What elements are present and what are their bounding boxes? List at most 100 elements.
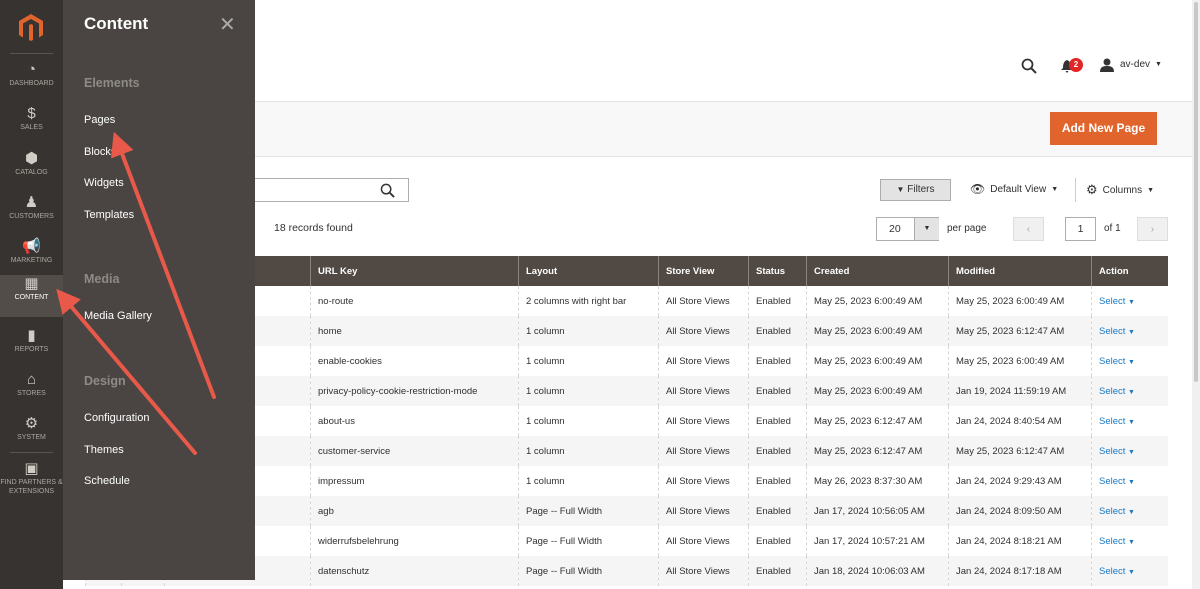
per-page-select[interactable]: 20 ▼ <box>876 217 939 241</box>
user-menu[interactable]: av-dev ▼ <box>1120 59 1162 70</box>
cell-store-view: All Store Views <box>658 496 749 526</box>
column-header-url-key[interactable]: URL Key <box>310 256 519 286</box>
nav-item-dashboard[interactable]: ◔ DASHBOARD <box>0 61 63 105</box>
cell-modified: Jan 24, 2024 8:09:50 AM <box>948 496 1092 526</box>
chevron-down-icon[interactable]: ▼ <box>1128 508 1135 516</box>
cell-created: May 25, 2023 6:12:47 AM <box>806 436 949 466</box>
default-view-label[interactable]: Default View <box>990 183 1047 195</box>
filters-button[interactable]: ▼ Filters <box>880 179 951 201</box>
column-header-layout[interactable]: Layout <box>518 256 659 286</box>
columns-dropdown[interactable]: ⚙ Columns ▼ <box>1086 182 1154 198</box>
user-name[interactable]: av-dev <box>1120 59 1151 70</box>
chevron-down-icon[interactable]: ▼ <box>1128 328 1135 336</box>
cell-status: Enabled <box>748 526 807 556</box>
select-action-dropdown[interactable]: Select ▼ <box>1091 496 1168 526</box>
select-action-dropdown[interactable]: Select ▼ <box>1091 556 1168 586</box>
column-header-modified[interactable]: Modified <box>948 256 1092 286</box>
nav-item-catalog[interactable]: ⬢ CATALOG <box>0 150 63 194</box>
cell-modified: Jan 24, 2024 8:40:54 AM <box>948 406 1092 436</box>
select-action-dropdown[interactable]: Select ▼ <box>1091 466 1168 496</box>
chevron-down-icon[interactable]: ▼ <box>1128 418 1135 426</box>
per-page-label: per page <box>947 223 987 234</box>
menu-item-widgets[interactable]: Widgets <box>84 177 124 189</box>
chevron-down-icon[interactable]: ▼ <box>1128 298 1135 306</box>
column-header-created[interactable]: Created <box>806 256 949 286</box>
page-input[interactable]: 1 <box>1065 217 1096 241</box>
chevron-down-icon[interactable]: ▼ <box>1051 185 1059 193</box>
action-label[interactable]: Select <box>1099 475 1126 487</box>
menu-item-blocks[interactable]: Blocks <box>84 145 117 158</box>
cell-status: Enabled <box>748 406 807 436</box>
chevron-down-icon[interactable]: ▼ <box>1128 568 1135 576</box>
select-action-dropdown[interactable]: Select ▼ <box>1091 436 1168 466</box>
action-label[interactable]: Select <box>1099 385 1126 397</box>
cell-url-key: impressum <box>310 466 519 496</box>
page-scrollbar[interactable] <box>1192 0 1200 589</box>
chevron-down-icon[interactable]: ▼ <box>914 218 939 240</box>
menu-item-templates[interactable]: Templates <box>84 208 135 221</box>
bar-chart-icon: ▮ <box>27 326 36 344</box>
column-header-status[interactable]: Status <box>748 256 807 286</box>
cell-created: Jan 18, 2024 10:06:03 AM <box>806 556 949 586</box>
cell-store-view: All Store Views <box>658 436 749 466</box>
nav-item-reports[interactable]: ▮ REPORTS <box>0 327 63 371</box>
select-action-dropdown[interactable]: Select ▼ <box>1091 406 1168 436</box>
column-header-store-view[interactable]: Store View <box>658 256 749 286</box>
action-label[interactable]: Select <box>1099 325 1126 337</box>
cell-status: Enabled <box>748 466 807 496</box>
chevron-down-icon[interactable]: ▼ <box>1128 388 1135 396</box>
search-icon[interactable] <box>1021 58 1037 74</box>
column-header-action[interactable]: Action <box>1091 256 1168 286</box>
columns-label[interactable]: Columns <box>1102 184 1143 196</box>
select-action-dropdown[interactable]: Select ▼ <box>1091 286 1168 316</box>
cell-url-key: home <box>310 316 519 346</box>
prev-page-button[interactable]: ‹ <box>1013 217 1044 241</box>
select-action-dropdown[interactable]: Select ▼ <box>1091 316 1168 346</box>
cell-layout: 1 column <box>518 406 659 436</box>
cell-store-view: All Store Views <box>658 556 749 586</box>
chevron-down-icon[interactable]: ▼ <box>1128 538 1135 546</box>
chevron-down-icon[interactable]: ▼ <box>1128 478 1135 486</box>
chevron-down-icon[interactable]: ▼ <box>1128 448 1135 456</box>
notification-badge[interactable]: 2 <box>1069 58 1083 72</box>
add-new-page-button[interactable]: Add New Page <box>1050 112 1157 145</box>
nav-item-system[interactable]: ⚙ SYSTEM <box>0 415 63 459</box>
cell-modified: Jan 19, 2024 11:59:19 AM <box>948 376 1092 406</box>
nav-item-marketing[interactable]: 📢 MARKETING <box>0 238 63 282</box>
scrollbar-thumb[interactable] <box>1194 2 1198 382</box>
nav-item-sales[interactable]: $ SALES <box>0 105 63 149</box>
select-action-dropdown[interactable]: Select ▼ <box>1091 526 1168 556</box>
action-label[interactable]: Select <box>1099 445 1126 457</box>
cell-layout: 1 column <box>518 346 659 376</box>
action-label[interactable]: Select <box>1099 355 1126 367</box>
action-label[interactable]: Select <box>1099 565 1126 577</box>
select-action-dropdown[interactable]: Select ▼ <box>1091 346 1168 376</box>
chevron-down-icon[interactable]: ▼ <box>1147 186 1155 194</box>
menu-item-configuration[interactable]: Configuration <box>84 412 150 424</box>
nav-item-find[interactable]: ▣ FIND PARTNERS & EXTENSIONS <box>0 460 63 504</box>
select-action-dropdown[interactable]: Select ▼ <box>1091 376 1168 406</box>
default-view-dropdown[interactable]: 👁 Default View ▼ <box>970 182 1058 196</box>
chevron-down-icon[interactable]: ▼ <box>1155 61 1162 68</box>
magento-logo-icon[interactable] <box>16 12 46 42</box>
action-label[interactable]: Select <box>1099 535 1126 547</box>
nav-item-content[interactable]: ▦ CONTENT <box>0 275 63 317</box>
lego-icon: ▣ <box>24 460 39 477</box>
nav-item-stores[interactable]: ⌂ STORES <box>0 371 63 415</box>
main-nav: ◔ DASHBOARD $ SALES ⬢ CATALOG ♟ CUSTOMERS 📢 MARKE… <box>0 0 63 589</box>
nav-item-customers[interactable]: ♟ CUSTOMERS <box>0 194 63 238</box>
menu-item-schedule[interactable]: Schedule <box>84 475 130 487</box>
search-icon[interactable] <box>380 183 395 198</box>
chevron-down-icon[interactable]: ▼ <box>1128 358 1135 366</box>
menu-item-pages[interactable]: Pages <box>84 114 116 126</box>
menu-item-media-gallery[interactable]: Media Gallery <box>84 310 152 322</box>
eye-icon: 👁 <box>970 182 986 196</box>
menu-item-themes[interactable]: Themes <box>84 443 124 456</box>
action-label[interactable]: Select <box>1099 415 1126 427</box>
dollar-icon: $ <box>27 105 36 123</box>
action-label[interactable]: Select <box>1099 295 1126 307</box>
close-icon[interactable]: ✕ <box>219 14 236 36</box>
table-row[interactable]: no-route 2 columns with right bar All Stor… <box>85 286 1168 316</box>
next-page-button[interactable]: › <box>1137 217 1168 241</box>
action-label[interactable]: Select <box>1099 505 1126 517</box>
